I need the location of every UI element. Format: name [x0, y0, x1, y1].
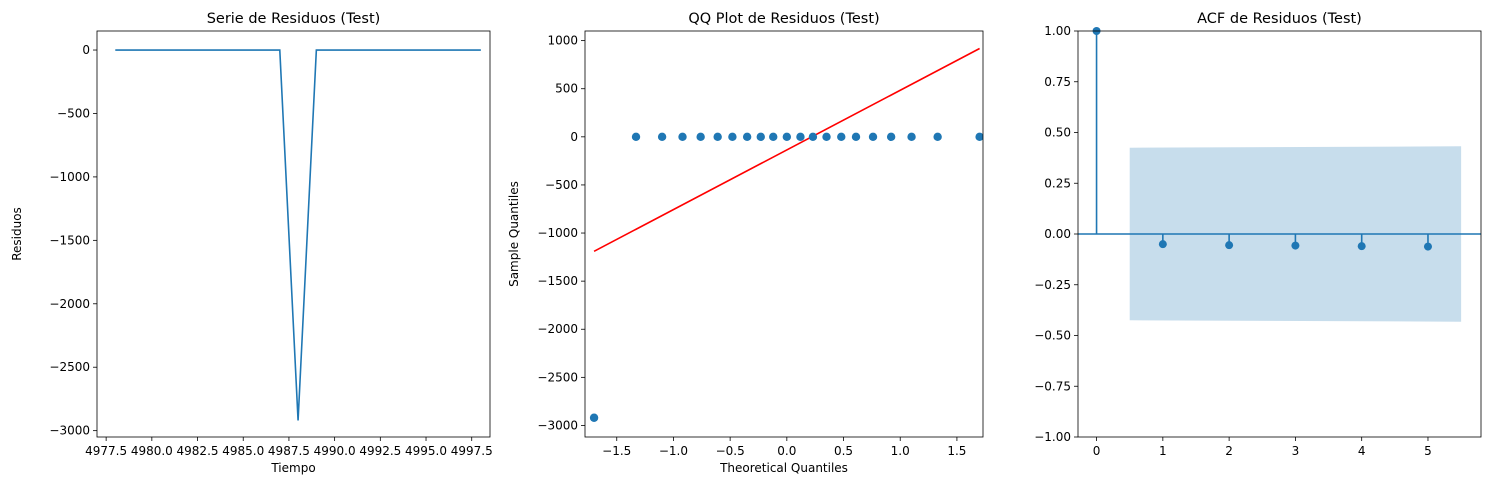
y-tick-label: −3000 — [49, 424, 90, 438]
x-tick-label: −1.5 — [602, 444, 631, 458]
y-tick-label: 0.50 — [1044, 126, 1071, 140]
x-tick-label: 3 — [1292, 444, 1300, 458]
x-tick-label: 4995.0 — [405, 444, 447, 458]
y-tick-label: 0.00 — [1044, 227, 1071, 241]
y-tick-label: −500 — [545, 178, 578, 192]
y-tick-label: −1.00 — [1034, 430, 1071, 444]
y-tick-label: −3000 — [537, 418, 578, 432]
qq-point — [933, 132, 942, 142]
qq-point — [696, 132, 705, 142]
y-tick-label: 1.00 — [1044, 24, 1071, 38]
qq-point — [851, 132, 861, 142]
acf-marker — [1423, 242, 1432, 251]
qq-point — [742, 132, 752, 142]
x-tick-label: 1 — [1159, 444, 1167, 458]
y-tick-label: −0.50 — [1034, 329, 1071, 343]
qq-point — [756, 132, 765, 142]
acf-marker — [1357, 242, 1366, 251]
x-tick-label: 4990.0 — [314, 444, 356, 458]
y-axis-label: Residuos — [10, 207, 24, 261]
qq-point — [782, 132, 792, 142]
x-tick-label: 4987.5 — [268, 444, 310, 458]
x-tick-label: 4997.5 — [451, 444, 493, 458]
qq-point — [796, 132, 805, 142]
y-tick-label: −2500 — [49, 360, 90, 374]
x-axis-label: Tiempo — [270, 461, 315, 475]
residuals-line — [115, 49, 481, 421]
y-tick-label: −2000 — [49, 297, 90, 311]
acf-marker — [1225, 241, 1234, 250]
qq-plot-panel: −1.5 −1.0 −0.5 0.0 0.5 1.0 1.5 1000 500 0 −500 −100… — [507, 11, 984, 475]
y-axis-label: Sample Quantiles — [507, 181, 521, 287]
x-tick-label: 4977.5 — [85, 444, 127, 458]
qq-point — [837, 132, 846, 142]
chart-title: ACF de Residuos (Test) — [1197, 11, 1362, 27]
x-tick-label: 4 — [1358, 444, 1366, 458]
x-tick-label: 4982.5 — [177, 444, 219, 458]
chart-title: Serie de Residuos (Test) — [207, 11, 381, 27]
qq-point — [822, 132, 831, 142]
x-tick-label: 0 — [1093, 444, 1101, 458]
y-tick-label: −1000 — [537, 226, 578, 240]
x-tick-label: 1.5 — [947, 444, 966, 458]
y-tick-label: −500 — [57, 106, 90, 120]
qq-point — [907, 132, 916, 142]
x-tick-label: 0.5 — [834, 444, 853, 458]
residual-series-panel: 4977.5 4980.0 4982.5 4985.0 4987.5 4990.0 4992… — [10, 11, 493, 475]
y-tick-label: −1500 — [49, 233, 90, 247]
qq-point — [589, 413, 599, 422]
x-tick-label: 5 — [1424, 444, 1432, 458]
x-tick-label: 4980.0 — [131, 444, 173, 458]
y-tick-label: 0.25 — [1044, 176, 1071, 190]
x-tick-label: 1.0 — [891, 444, 910, 458]
acf-marker — [1291, 241, 1300, 250]
qq-point — [678, 132, 687, 142]
axes-frame — [584, 30, 984, 438]
y-tick-label: 500 — [555, 82, 578, 96]
acf-panel: 0 1 2 3 4 5 1.00 0.75 0.50 0.25 0.00 −0.25 −0.50 −0.7… — [1034, 11, 1482, 458]
y-tick-label: −0.75 — [1034, 379, 1071, 393]
qq-point — [868, 132, 878, 142]
y-tick-label: 0.75 — [1044, 75, 1071, 89]
x-tick-label: −0.5 — [716, 444, 745, 458]
x-axis-label: Theoretical Quantiles — [719, 461, 848, 475]
x-tick-label: −1.0 — [659, 444, 688, 458]
qq-point — [657, 132, 667, 142]
qq-point — [713, 132, 722, 142]
acf-marker — [1158, 240, 1167, 249]
x-tick-label: 0.0 — [777, 444, 796, 458]
y-tick-label: 0 — [82, 43, 90, 57]
qq-point — [769, 132, 778, 142]
y-tick-label: −0.25 — [1034, 278, 1071, 292]
y-tick-label: −2500 — [537, 370, 578, 384]
y-tick-label: 1000 — [547, 34, 578, 48]
qq-point — [886, 132, 896, 142]
qq-point — [975, 132, 983, 142]
qq-point — [728, 132, 737, 142]
qq-reference-line — [593, 47, 980, 253]
qq-point — [808, 132, 818, 142]
x-tick-label: 2 — [1225, 444, 1233, 458]
x-tick-label: 4985.0 — [222, 444, 264, 458]
y-tick-label: 0 — [570, 130, 578, 144]
y-tick-label: −2000 — [537, 322, 578, 336]
axes-frame — [96, 30, 491, 438]
y-tick-label: −1000 — [49, 170, 90, 184]
qq-point — [631, 132, 641, 142]
x-tick-label: 4992.5 — [359, 444, 401, 458]
y-tick-label: −1500 — [537, 274, 578, 288]
chart-title: QQ Plot de Residuos (Test) — [688, 11, 879, 27]
